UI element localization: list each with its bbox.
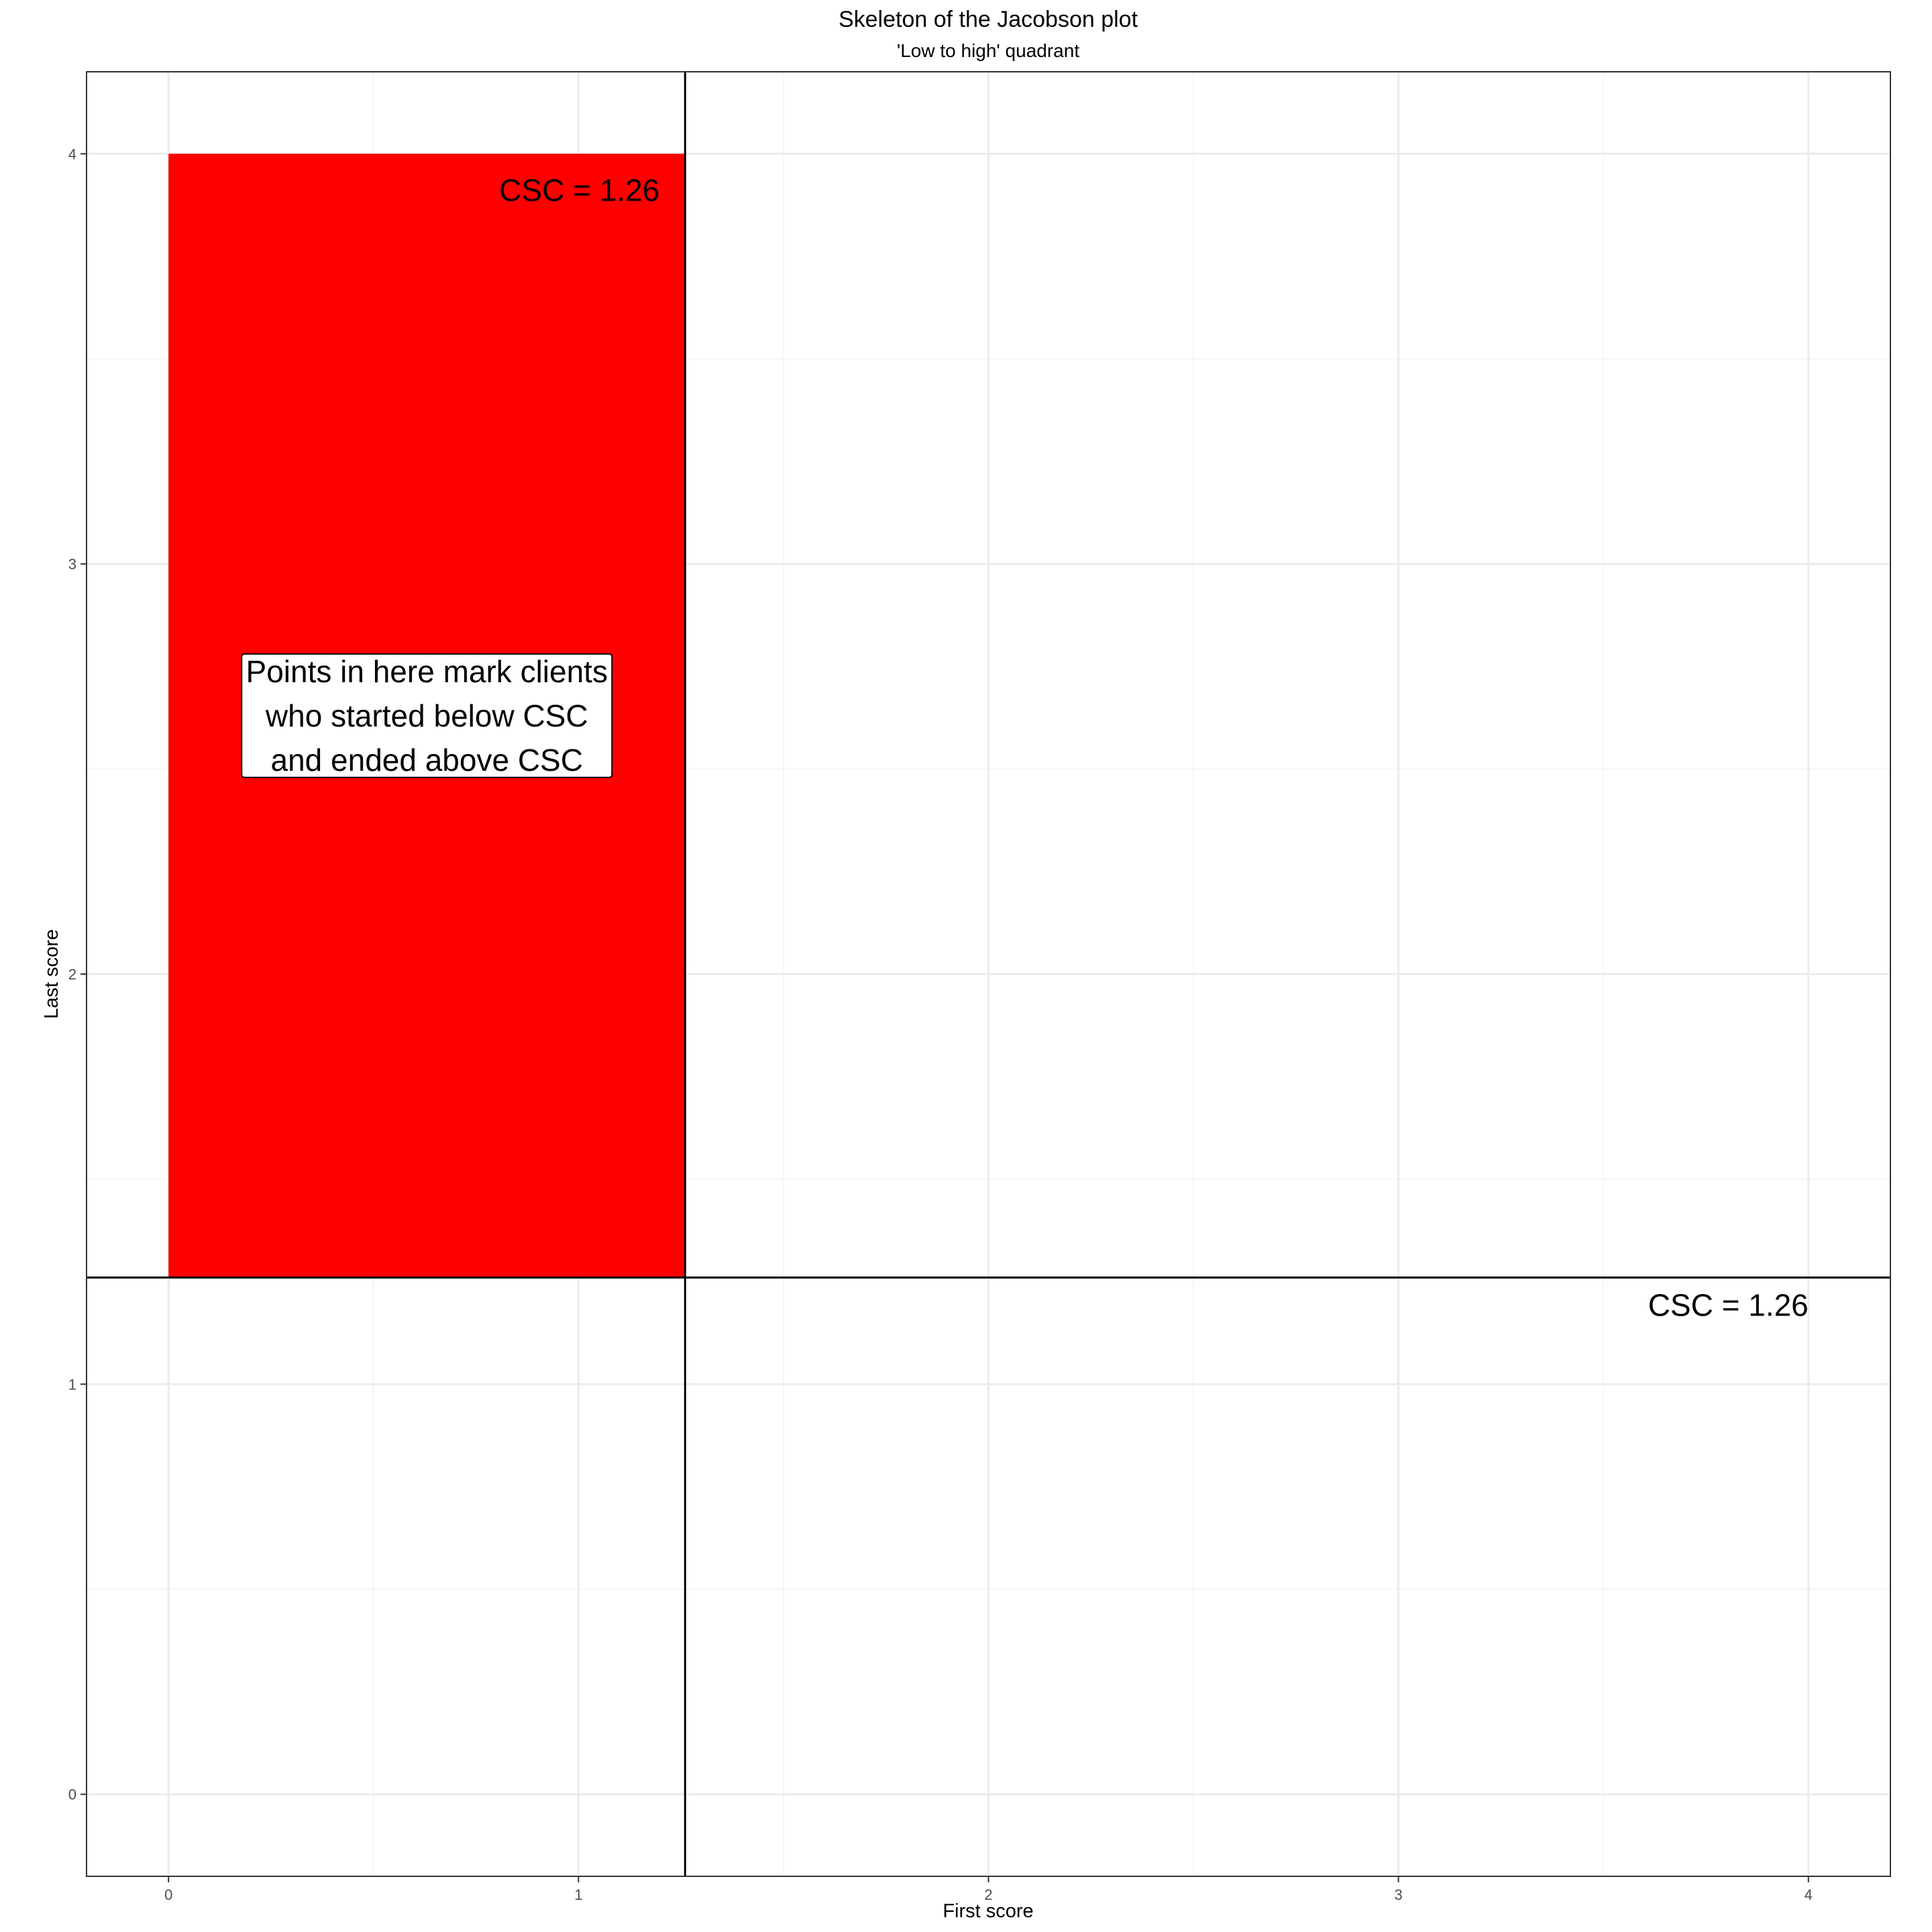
x-tick-label: 1	[574, 1886, 582, 1903]
x-tick-label: 4	[1805, 1886, 1813, 1903]
y-tick-label: 0	[68, 1786, 76, 1803]
label-box-line: Points in here mark clients	[246, 654, 608, 689]
y-tick-label: 3	[68, 556, 76, 573]
y-axis-label: Last score	[41, 929, 62, 1019]
csc-lines	[87, 72, 1890, 1876]
x-tick-label: 0	[164, 1886, 172, 1903]
chart-title: Skeleton of the Jacobson plot	[839, 7, 1138, 32]
axis-ticks: 0 1 2 3 4 0 1 2 3 4	[68, 146, 1813, 1903]
csc-annotation-horizontal: CSC = 1.26	[1648, 1287, 1809, 1322]
label-box-line: and ended above CSC	[271, 743, 583, 777]
y-tick-label: 2	[68, 966, 76, 983]
label-box-line: who started below CSC	[265, 698, 588, 733]
csc-annotation-vertical: CSC = 1.26	[499, 172, 659, 207]
x-tick-label: 3	[1395, 1886, 1403, 1903]
y-tick-label: 1	[68, 1376, 76, 1393]
label-box: Points in here mark clients who started b…	[241, 653, 613, 778]
annotations: CSC = 1.26 CSC = 1.26	[499, 172, 1809, 1322]
label-box-frame	[241, 653, 613, 778]
x-axis-label: First score	[943, 1900, 1033, 1922]
chart-subtitle: 'Low to high' quadrant	[897, 40, 1079, 61]
x-tick-label: 2	[984, 1886, 992, 1903]
y-tick-label: 4	[68, 146, 76, 162]
